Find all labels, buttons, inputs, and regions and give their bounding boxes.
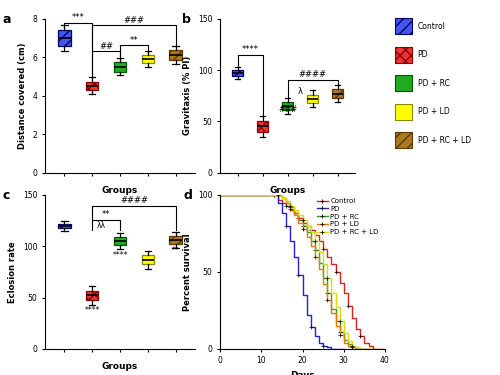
PathPatch shape	[282, 102, 293, 110]
Text: a: a	[3, 13, 12, 26]
Text: ***: ***	[72, 13, 85, 22]
PathPatch shape	[114, 62, 126, 72]
Text: ####: ####	[298, 70, 326, 79]
Text: **: **	[102, 210, 110, 219]
X-axis label: Groups: Groups	[270, 186, 306, 195]
PathPatch shape	[142, 55, 154, 63]
Text: ##: ##	[99, 42, 113, 51]
PathPatch shape	[58, 224, 70, 228]
PathPatch shape	[170, 236, 182, 244]
Y-axis label: Percent survival: Percent survival	[184, 233, 192, 310]
PathPatch shape	[307, 94, 318, 103]
Text: Control: Control	[418, 22, 446, 31]
Text: λλ: λλ	[96, 221, 106, 230]
X-axis label: Days: Days	[290, 371, 315, 375]
Text: c: c	[3, 189, 10, 202]
Text: **: **	[172, 246, 179, 255]
X-axis label: Groups: Groups	[102, 186, 138, 195]
Y-axis label: Distance covered (cm): Distance covered (cm)	[18, 42, 27, 149]
PathPatch shape	[257, 121, 268, 132]
PathPatch shape	[142, 255, 154, 264]
Text: ****: ****	[84, 306, 100, 315]
Text: PD: PD	[418, 50, 428, 59]
Y-axis label: Gravitaxis (% PI): Gravitaxis (% PI)	[184, 56, 192, 135]
Text: ###: ###	[278, 105, 297, 114]
Text: ****: ****	[242, 45, 258, 54]
PathPatch shape	[332, 90, 343, 98]
PathPatch shape	[232, 70, 243, 76]
Text: ****: ****	[112, 251, 128, 260]
Text: ###: ###	[124, 16, 144, 25]
Text: ####: ####	[120, 196, 148, 205]
Text: PD + LD: PD + LD	[418, 107, 450, 116]
PathPatch shape	[58, 30, 70, 46]
X-axis label: Groups: Groups	[102, 362, 138, 371]
Text: d: d	[184, 189, 192, 202]
Text: **: **	[130, 36, 138, 45]
Text: PD + RC: PD + RC	[418, 79, 450, 88]
PathPatch shape	[114, 237, 126, 245]
Text: PD + RC + LD: PD + RC + LD	[418, 136, 470, 145]
PathPatch shape	[86, 82, 99, 90]
PathPatch shape	[86, 291, 99, 300]
Legend: Control, PD, PD + RC, PD + LD, PD + RC + LD: Control, PD, PD + RC, PD + LD, PD + RC +…	[314, 195, 382, 238]
PathPatch shape	[170, 51, 182, 60]
Text: λ: λ	[298, 87, 302, 96]
Y-axis label: Eclosion rate: Eclosion rate	[8, 241, 18, 303]
Text: b: b	[182, 13, 191, 26]
